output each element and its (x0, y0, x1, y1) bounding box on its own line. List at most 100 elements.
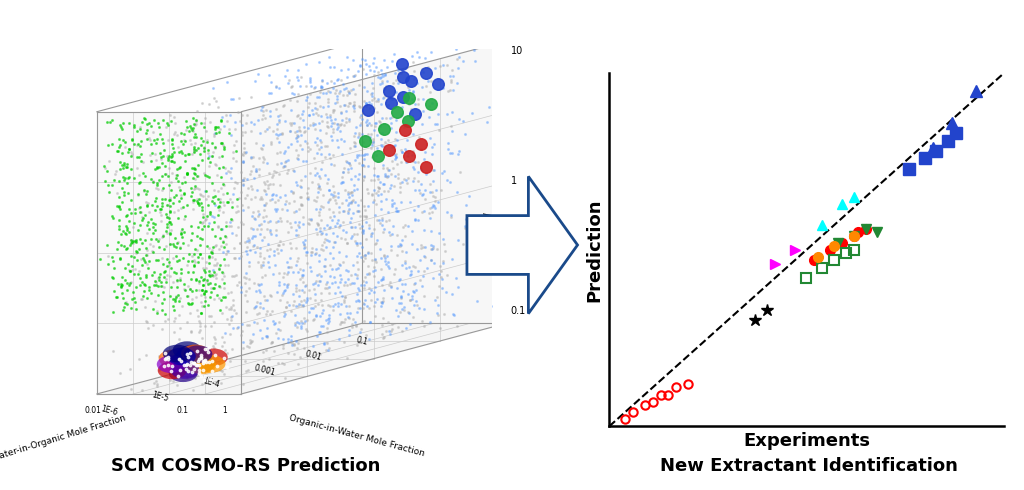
Point (387, 265, 403, 272)
Point (166, 130, 182, 138)
Point (134, 254, 151, 262)
Point (236, 174, 252, 182)
Point (285, 166, 301, 173)
Point (330, 75, 346, 83)
Point (193, 191, 209, 199)
Point (207, 232, 223, 240)
Point (327, 278, 343, 286)
Point (309, 141, 326, 148)
Point (190, 172, 207, 180)
Point (275, 287, 292, 294)
Point (295, 302, 311, 310)
Point (331, 260, 347, 268)
Point (315, 262, 332, 270)
Point (233, 131, 250, 139)
Point (199, 258, 215, 266)
Point (351, 207, 368, 215)
Point (179, 169, 196, 177)
Point (186, 164, 203, 172)
Point (311, 328, 328, 336)
Point (152, 273, 168, 281)
Point (239, 111, 255, 119)
Point (236, 148, 252, 156)
Point (205, 243, 221, 251)
Point (172, 276, 188, 284)
Point (139, 218, 156, 226)
Point (382, 278, 398, 286)
Point (215, 244, 231, 251)
Point (340, 102, 356, 110)
Point (123, 165, 139, 173)
Point (209, 171, 225, 179)
Point (316, 262, 333, 270)
Point (389, 161, 406, 169)
Point (234, 201, 251, 209)
Point (176, 137, 193, 145)
Point (401, 89, 418, 97)
Point (121, 281, 137, 289)
Point (339, 239, 355, 246)
Point (234, 158, 251, 166)
Point (197, 287, 213, 295)
Point (364, 139, 380, 147)
Point (393, 103, 410, 111)
Point (396, 232, 413, 240)
Point (113, 230, 129, 238)
Point (384, 294, 400, 302)
Point (281, 338, 297, 346)
Point (301, 215, 317, 223)
Point (340, 275, 356, 283)
Point (415, 243, 431, 250)
Point (173, 194, 189, 202)
Point (313, 138, 330, 146)
Point (134, 261, 151, 269)
Point (423, 99, 439, 107)
Point (348, 239, 365, 247)
Point (303, 304, 319, 312)
Point (203, 288, 219, 295)
Point (270, 84, 287, 92)
Point (451, 115, 467, 122)
Point (160, 355, 176, 363)
Point (112, 158, 128, 166)
Point (377, 70, 393, 77)
Point (338, 114, 354, 122)
Point (158, 170, 174, 178)
Point (276, 269, 293, 277)
Point (219, 198, 236, 206)
Point (211, 282, 227, 290)
Point (356, 138, 373, 146)
Point (293, 183, 309, 191)
Point (220, 289, 237, 296)
Point (171, 148, 187, 156)
Point (284, 82, 300, 90)
Point (368, 120, 384, 127)
Point (271, 237, 288, 245)
Point (130, 226, 146, 234)
Point (298, 60, 314, 68)
Point (327, 239, 343, 246)
Point (324, 119, 340, 127)
Point (394, 73, 411, 81)
Point (212, 366, 228, 374)
Point (337, 293, 353, 301)
Point (407, 279, 423, 287)
Point (175, 285, 191, 293)
Point (353, 325, 370, 333)
Point (364, 79, 380, 87)
Point (383, 243, 399, 250)
Point (276, 117, 293, 125)
Point (204, 245, 220, 253)
Point (194, 199, 210, 207)
Point (367, 255, 383, 263)
Point (305, 84, 322, 92)
Point (373, 135, 389, 143)
Point (401, 95, 418, 102)
Point (185, 345, 202, 353)
Point (163, 226, 179, 234)
Point (165, 295, 181, 303)
Point (182, 124, 199, 132)
Point (312, 102, 329, 110)
Point (204, 139, 220, 147)
Point (341, 280, 357, 288)
